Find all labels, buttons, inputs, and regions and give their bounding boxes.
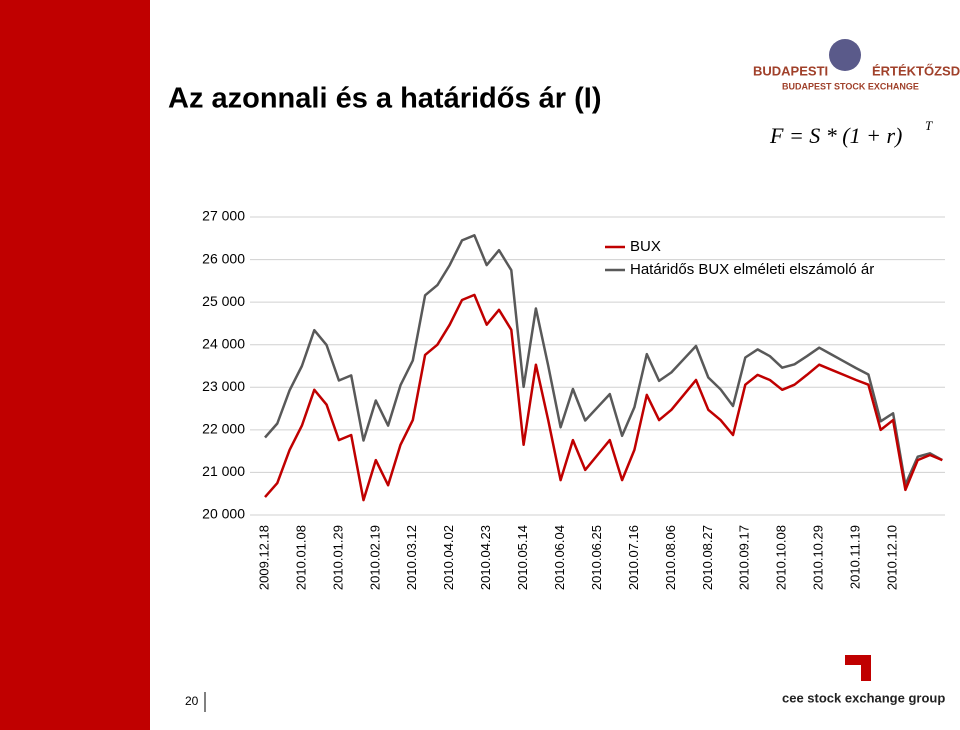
x-tick-label: 2010.11.19 bbox=[848, 525, 863, 589]
x-tick-label: 2010.01.29 bbox=[330, 525, 345, 590]
x-tick-label: 2010.04.23 bbox=[478, 525, 493, 590]
y-tick-label: 25 000 bbox=[202, 293, 245, 309]
x-tick-label: 2010.03.12 bbox=[404, 525, 419, 590]
x-tick-label: 2009.12.18 bbox=[256, 525, 271, 590]
x-tick-label: 2010.06.04 bbox=[552, 525, 567, 590]
x-tick-label: 2010.05.14 bbox=[515, 525, 530, 590]
y-tick-label: 26 000 bbox=[202, 250, 245, 266]
y-tick-label: 20 000 bbox=[202, 506, 245, 522]
formula: F = S * (1 + r) bbox=[769, 123, 902, 148]
y-tick-label: 21 000 bbox=[202, 463, 245, 479]
footer-logo-mark bbox=[845, 655, 871, 681]
y-tick-label: 24 000 bbox=[202, 335, 245, 351]
logo-mark bbox=[829, 39, 861, 71]
x-tick-label: 2010.08.06 bbox=[663, 525, 678, 590]
data-line bbox=[264, 293, 943, 502]
slide-title: Az azonnali és a határidős ár (I) bbox=[168, 83, 602, 115]
x-tick-label: 2010.01.08 bbox=[293, 525, 308, 590]
y-tick-label: 27 000 bbox=[202, 208, 245, 224]
chart: 20 000 21 000 22 000 23 000 24 000 25 000 26 0… bbox=[202, 208, 945, 590]
page-number: 20 bbox=[185, 694, 199, 708]
y-tick-label: 22 000 bbox=[202, 421, 245, 437]
x-tick-label: 2010.02.19 bbox=[367, 525, 382, 590]
side-bar bbox=[0, 0, 150, 730]
logo-text: BUDAPESTI bbox=[753, 63, 828, 78]
legend-label: Határidős BUX elméleti elszámoló ár bbox=[630, 261, 874, 278]
x-tick-label: 2010.10.08 bbox=[774, 525, 789, 590]
logo-text: ÉRTÉKTŐZSDE bbox=[872, 63, 960, 78]
x-tick-label: 2010.04.02 bbox=[441, 525, 456, 590]
formula-exponent: T bbox=[925, 118, 933, 133]
data-line bbox=[264, 234, 943, 487]
y-tick-label: 23 000 bbox=[202, 378, 245, 394]
x-tick-label: 2010.10.29 bbox=[811, 525, 826, 590]
legend-label: BUX bbox=[630, 238, 661, 255]
x-tick-label: 2010.06.25 bbox=[589, 525, 604, 590]
x-tick-label: 2010.08.27 bbox=[700, 525, 715, 590]
logo-text: BUDAPEST STOCK EXCHANGE bbox=[782, 81, 919, 91]
x-tick-label: 2010.09.17 bbox=[737, 525, 752, 590]
x-tick-label: 2010.12.10 bbox=[884, 525, 899, 590]
footer-logo: cee stock exchange group bbox=[782, 690, 945, 705]
x-tick-label: 2010.07.16 bbox=[626, 525, 641, 590]
